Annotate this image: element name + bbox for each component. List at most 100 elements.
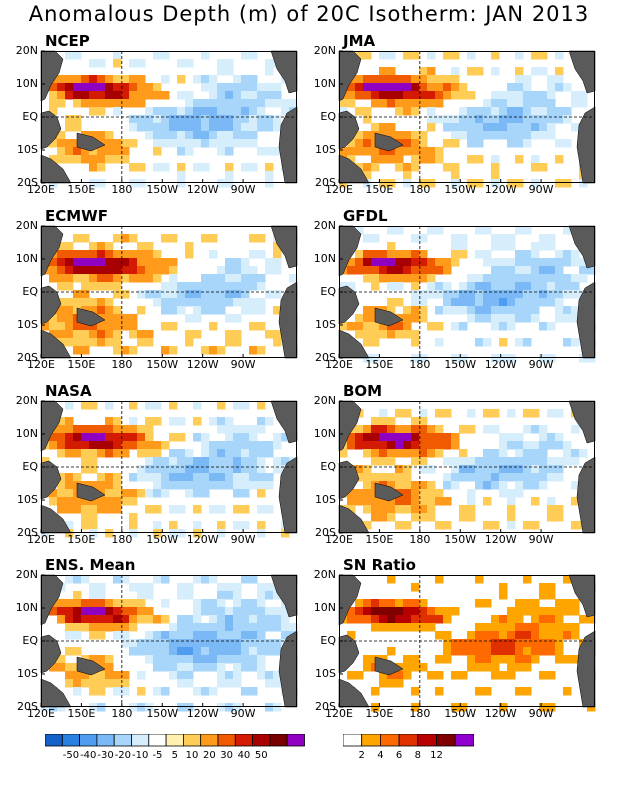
colorbar-swatch (398, 734, 419, 747)
colorbar-swatch (234, 734, 254, 747)
colorbar-label: 6 (395, 750, 403, 761)
x-tick-label: 180 (111, 533, 133, 546)
x-tick-label: 120W (484, 533, 517, 546)
y-tick-label: EQ (320, 634, 336, 647)
y-tick-label: 20S (17, 700, 38, 713)
y-tick-label: 10S (315, 318, 336, 331)
x-tick-label: 150W (444, 358, 477, 371)
colorbar-label: -40 (80, 750, 97, 761)
x-tick-label: 90W (528, 707, 554, 720)
y-tick-label: 20S (315, 526, 336, 539)
x-tick-label: 90W (230, 533, 256, 546)
panel-title: NASA (45, 382, 92, 400)
y-tick-label: 20S (17, 176, 38, 189)
colorbar-label: -50 (62, 750, 80, 761)
x-tick-label: 150W (444, 183, 477, 196)
panel-ncep: NCEP 20N 10N EQ 10S 20S 120E 150E 180 150W 120W 90W (16, 32, 298, 196)
y-tick-label: EQ (22, 285, 38, 298)
colorbar-swatch (286, 734, 305, 747)
colorbar-swatch (45, 734, 63, 747)
colorbar-swatch (131, 734, 150, 747)
panel-title: BOM (343, 382, 383, 400)
x-tick-label: 120W (484, 358, 517, 371)
colorbar-swatch (252, 734, 271, 747)
colorbar-label: -30 (97, 750, 114, 761)
x-tick-label: 120W (186, 533, 219, 546)
x-tick-label: 150E (67, 358, 96, 371)
map-field (40, 225, 298, 359)
y-tick-label: EQ (22, 110, 38, 123)
x-tick-label: 90W (528, 533, 554, 546)
x-tick-label: 180 (409, 707, 431, 720)
colorbar-swatch (269, 734, 288, 747)
panel-title: GFDL (343, 207, 388, 225)
colorbar-swatch (61, 734, 80, 747)
panel-title: NCEP (45, 32, 90, 50)
y-tick-label: 10S (315, 143, 336, 156)
x-tick-label: 120E (27, 358, 55, 371)
y-tick-label: 20N (15, 44, 38, 57)
x-tick-label: 150E (365, 707, 394, 720)
y-tick-label: 20S (315, 351, 336, 364)
x-tick-label: 150W (146, 533, 179, 546)
x-tick-label: 180 (409, 183, 431, 196)
panel-title: ECMWF (45, 207, 108, 225)
y-tick-label: 20S (17, 351, 38, 364)
x-tick-label: 180 (409, 358, 431, 371)
x-tick-label: 150E (365, 358, 394, 371)
map-field (40, 400, 298, 538)
y-tick-label: 20N (313, 394, 336, 407)
y-tick-label: 20S (315, 700, 336, 713)
x-tick-label: 120E (325, 533, 353, 546)
chart-title: Anomalous Depth (m) of 20C Isotherm: JAN… (28, 2, 590, 26)
x-tick-label: 150W (444, 533, 477, 546)
y-tick-label: 10S (17, 667, 38, 680)
y-tick-label: 20N (15, 568, 38, 581)
x-tick-label: 150W (444, 707, 477, 720)
x-tick-label: 120E (27, 707, 55, 720)
colorbar-label: 4 (377, 750, 384, 761)
y-tick-label: 10N (15, 77, 38, 90)
colorbar-label: 2 (358, 750, 365, 761)
panel-ecmwf: ECMWF 20N 10N EQ 10S 20S 120E 150E 180 150W 120W 90… (16, 207, 298, 371)
y-tick-label: EQ (320, 285, 336, 298)
x-tick-label: 90W (230, 707, 256, 720)
panel-sn-ratio: SN Ratio 20N 10N EQ 10S 20S 120E 150E 180 150W 120… (314, 556, 596, 720)
colorbar-swatch (343, 734, 363, 747)
x-tick-label: 120W (186, 358, 219, 371)
y-tick-label: 10S (315, 667, 336, 680)
colorbar-label: 40 (237, 750, 251, 761)
panel-ens-mean: ENS. Mean 20N 10N EQ 10S 20S 120E 150E 180 150W 12… (16, 556, 298, 720)
x-tick-label: 90W (230, 183, 256, 196)
y-tick-label: 10S (17, 493, 38, 506)
colorbar-swatch (436, 734, 456, 747)
map-field (40, 50, 298, 188)
y-tick-label: 10S (17, 143, 38, 156)
colorbar-swatch (165, 734, 184, 747)
x-tick-label: 180 (409, 533, 431, 546)
y-tick-label: 10N (15, 252, 38, 265)
colorbar-swatch (148, 734, 167, 747)
y-tick-label: 20S (315, 176, 336, 189)
y-tick-label: 10N (313, 77, 336, 90)
y-tick-label: 10N (15, 427, 38, 440)
y-tick-label: 10N (313, 601, 336, 614)
colorbar-swatch (454, 734, 474, 747)
panel-jma: JMA 20N 10N EQ 10S 20S 120E 150E 180 150W 120W 90W (314, 32, 596, 196)
sn-ratio-colorbar: 2 4 6 8 12 (343, 734, 474, 774)
x-tick-label: 150E (67, 183, 96, 196)
colorbar-swatch (417, 734, 437, 747)
colorbar-label: 12 (430, 750, 443, 761)
panel-nasa: NASA 20N 10N EQ 10S 20S 120E 150E 180 150W 120W 90W (16, 382, 298, 546)
y-tick-label: 10S (17, 318, 38, 331)
y-tick-label: EQ (320, 460, 336, 473)
x-tick-label: 120E (325, 707, 353, 720)
y-tick-label: 20N (313, 568, 336, 581)
x-tick-label: 180 (111, 183, 133, 196)
x-tick-label: 150E (365, 183, 394, 196)
y-tick-label: 10S (315, 493, 336, 506)
y-tick-label: 10N (313, 427, 336, 440)
colorbar-swatch (113, 734, 132, 747)
y-tick-label: 20N (15, 394, 38, 407)
x-tick-label: 150W (146, 183, 179, 196)
